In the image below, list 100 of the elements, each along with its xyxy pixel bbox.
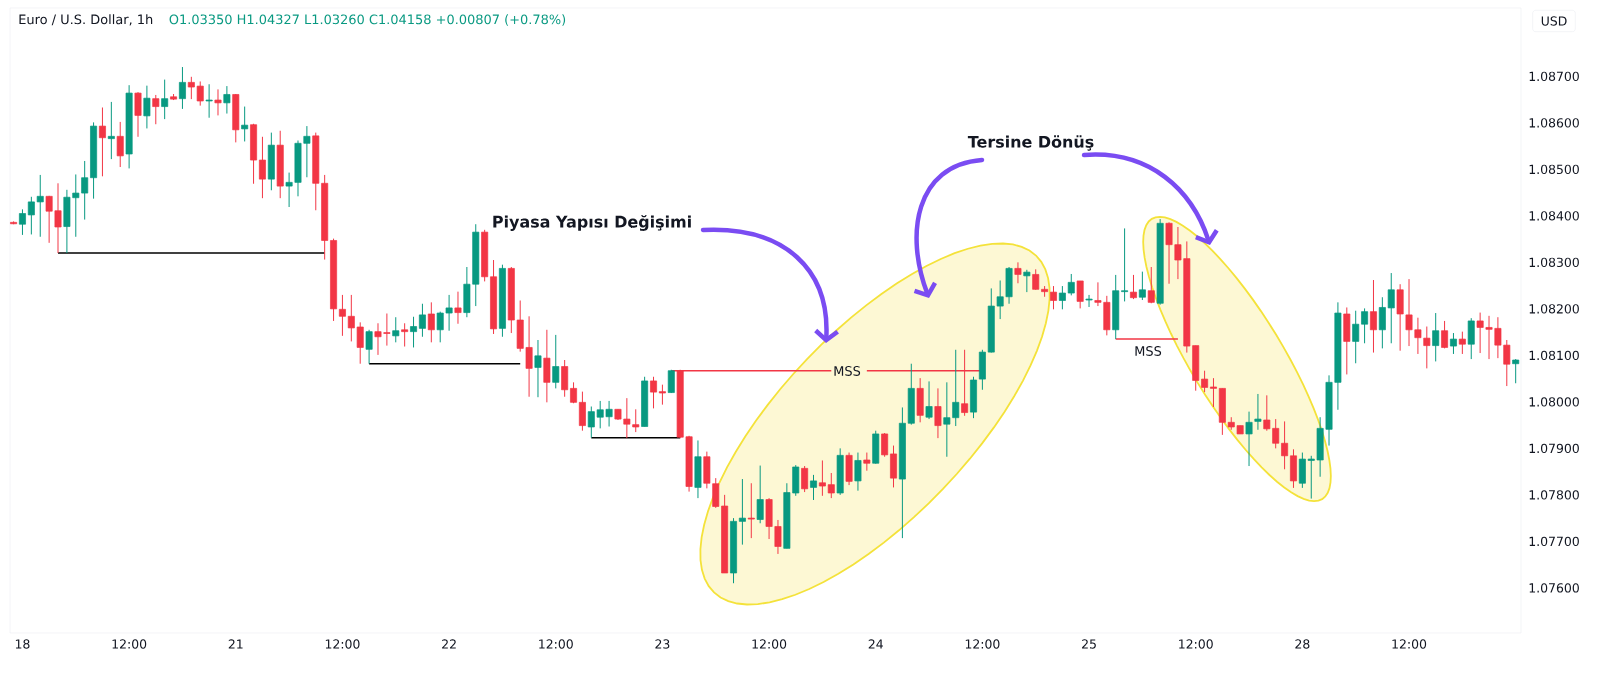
x-tick-label: 12:00 (325, 639, 360, 649)
candlestick (418, 303, 426, 338)
candlestick (427, 301, 435, 343)
candlestick (98, 107, 106, 177)
y-tick-label: 1.08700 (1529, 71, 1579, 82)
x-tick-label: 18 (15, 639, 30, 649)
candlestick (1512, 358, 1520, 384)
x-tick-label: 21 (228, 639, 243, 649)
y-tick-label: 1.07700 (1529, 536, 1579, 547)
candlestick (650, 376, 657, 409)
x-tick-label: 12:00 (965, 639, 1000, 649)
candlestick (1361, 307, 1369, 344)
x-tick-label: 12:00 (1392, 639, 1427, 649)
candlestick (1130, 274, 1137, 300)
candlestick (365, 329, 373, 365)
candlestick (827, 472, 835, 499)
y-tick-label: 1.07800 (1529, 490, 1579, 500)
candlestick (134, 91, 142, 138)
candlestick (19, 208, 26, 236)
candlestick (818, 459, 826, 497)
y-tick-label: 1.08200 (1529, 304, 1579, 314)
y-tick-label: 1.08100 (1529, 350, 1579, 361)
y-tick-label: 1.07900 (1529, 443, 1579, 454)
annotation: MSS (1135, 346, 1162, 356)
candlestick (401, 322, 409, 348)
annotation: Piyasa Yapısı Değişimi (493, 215, 691, 231)
x-tick-label: 25 (1082, 639, 1096, 649)
candlestick (1450, 332, 1457, 355)
candlestick (1014, 261, 1022, 284)
candlestick (161, 79, 169, 120)
candlestick (107, 101, 115, 160)
candlestick (1147, 266, 1155, 304)
y-tick-label: 1.08500 (1529, 164, 1579, 175)
candlestick (863, 452, 871, 472)
candlestick (1058, 285, 1066, 310)
candlestick (1085, 294, 1093, 308)
candlestick (1254, 393, 1262, 431)
x-tick-label: 28 (1295, 639, 1310, 649)
candlestick (552, 334, 560, 389)
candlestick (454, 291, 462, 325)
y-axis-title: USD (1541, 16, 1567, 26)
annotation: Tersine Dönüş (967, 135, 1094, 151)
candlestick (338, 294, 346, 337)
x-tick-label: 22 (442, 639, 456, 649)
chart-subtitle: O1.03350 H1.04327 L1.03260 C1.04158 +0.00807 (+0.78%) (169, 14, 566, 26)
candlestick (810, 474, 817, 501)
candlestick (223, 85, 231, 115)
annotation: MSS (834, 366, 861, 376)
candlestick (143, 85, 151, 129)
candlestick (1138, 271, 1146, 301)
candlestick (1281, 420, 1289, 470)
candlestick (1201, 370, 1209, 393)
y-tick-label: 1.08300 (1529, 257, 1579, 268)
x-tick-label: 12:00 (539, 639, 573, 649)
x-tick-label: 12:00 (1179, 639, 1213, 649)
candlestick (747, 482, 755, 539)
candlestick (1067, 273, 1075, 296)
candlestick (205, 83, 213, 119)
candlestick (178, 66, 186, 110)
x-tick-label: 23 (655, 639, 670, 649)
candlestick (561, 359, 569, 398)
candlestick (1032, 268, 1040, 291)
candlestick (881, 432, 889, 458)
candlestick (934, 387, 942, 439)
y-tick-label: 1.07600 (1529, 583, 1579, 593)
x-tick-label: 24 (868, 639, 883, 649)
candlestick (152, 94, 160, 125)
candlestick (578, 391, 586, 432)
candlestick (1076, 280, 1084, 309)
candlestick (854, 452, 862, 492)
candlestick (1050, 285, 1057, 310)
candlestick (738, 478, 746, 546)
chart-title: Euro / U.S. Dollar, 1h (19, 14, 153, 26)
candlestick (1245, 411, 1253, 467)
x-tick-label: 12:00 (752, 639, 787, 649)
candlestick (1423, 326, 1431, 369)
candlestick (1467, 317, 1475, 360)
x-tick-label: 12:00 (112, 639, 147, 649)
candlestick (392, 316, 400, 343)
candlestick (658, 384, 666, 406)
candlestick (1441, 320, 1449, 349)
candlestick (214, 88, 222, 116)
y-tick-label: 1.08600 (1529, 118, 1579, 128)
candlestick (925, 380, 933, 420)
y-tick-label: 1.08400 (1529, 211, 1579, 221)
candlestick (756, 465, 764, 524)
y-tick-label: 1.08000 (1529, 397, 1579, 407)
candlestick (1432, 312, 1440, 362)
candlestick (116, 121, 124, 168)
candlestick (258, 136, 266, 199)
candlestick (410, 316, 417, 348)
candlestick (1121, 227, 1129, 302)
candlestick (1370, 279, 1377, 354)
candlestick (241, 106, 249, 142)
candlestick (1023, 269, 1031, 293)
candlestick (1210, 377, 1217, 408)
candlestick (801, 465, 809, 493)
candlestick (1458, 331, 1466, 355)
candlestick (1352, 310, 1360, 364)
candlestick (534, 339, 542, 398)
